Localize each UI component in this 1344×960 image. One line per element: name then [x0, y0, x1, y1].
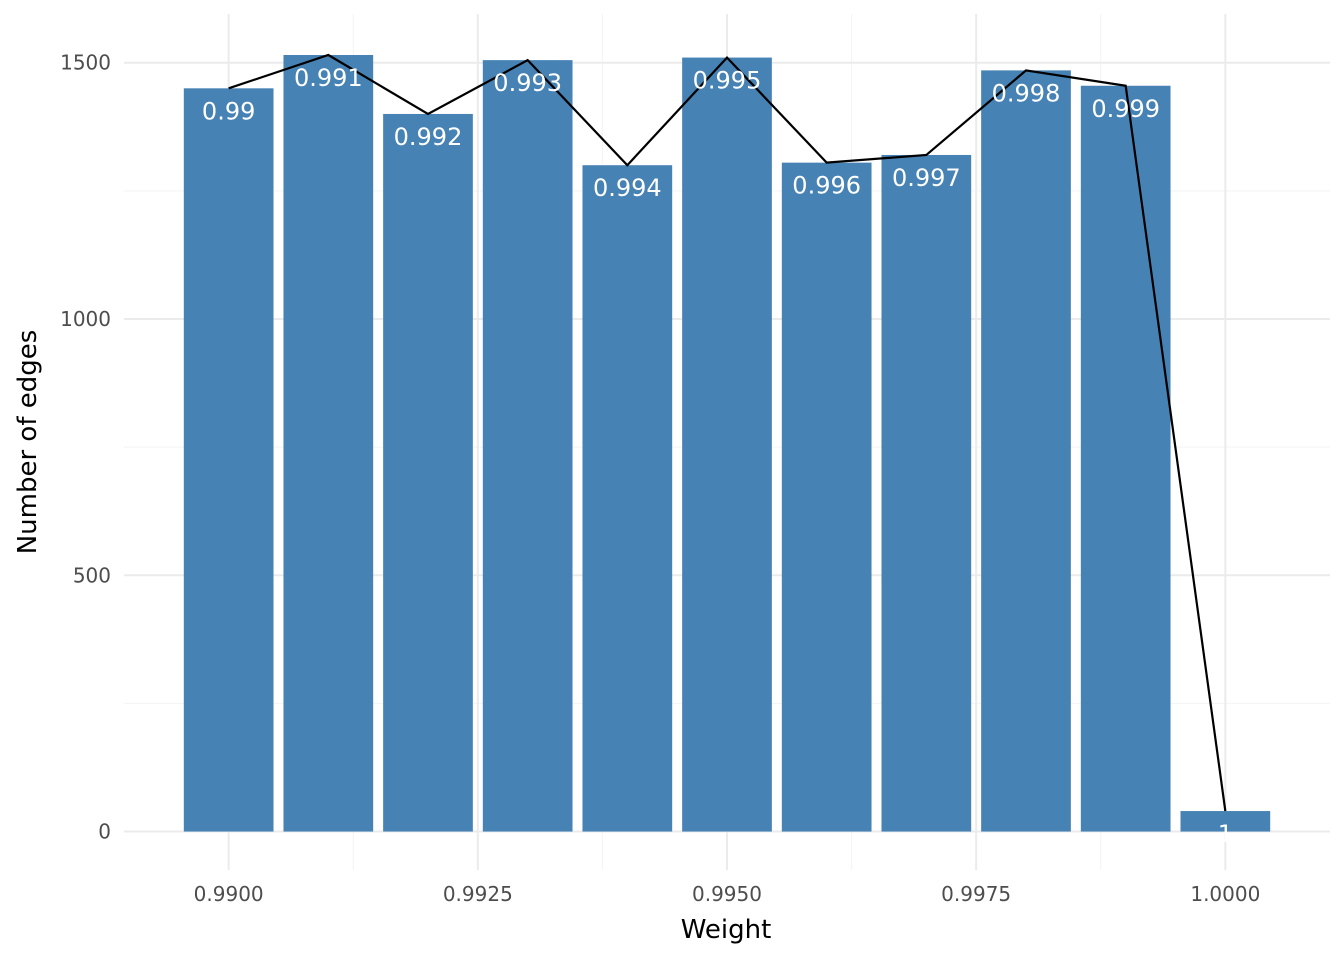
- frequency-line-layer: [228, 53, 1227, 812]
- bar-label: 0.991: [294, 64, 363, 92]
- bar-label: 0.998: [992, 79, 1061, 107]
- y-axis-ticks: 0 500 1000 1500: [60, 51, 111, 844]
- x-tick-label: 0.9900: [194, 882, 264, 906]
- bar: [781, 162, 872, 832]
- y-axis-title: Number of edges: [13, 330, 43, 555]
- bars: [183, 55, 1271, 832]
- bar-label: 0.997: [892, 164, 961, 192]
- y-tick-label: 1000: [60, 307, 111, 331]
- bar-labels: 0.99 0.991 0.992 0.993 0.994 0.995 0.996 0.997 0…: [202, 64, 1233, 848]
- x-axis-ticks: 0.9900 0.9925 0.9950 0.9975 1.0000: [194, 882, 1261, 906]
- bar-label: 0.994: [593, 174, 662, 202]
- bar-label: 0.992: [394, 123, 463, 151]
- y-tick-label: 1500: [60, 51, 111, 75]
- frequency-line: [228, 53, 1227, 812]
- x-tick-label: 0.9950: [692, 882, 762, 906]
- bar: [482, 60, 573, 832]
- bar-label: 0.999: [1091, 95, 1160, 123]
- x-axis-title: Weight: [681, 915, 772, 945]
- bar-label: 0.99: [202, 97, 255, 125]
- x-tick-label: 0.9975: [941, 882, 1011, 906]
- bar: [183, 88, 274, 832]
- bar: [283, 55, 374, 832]
- x-tick-label: 1.0000: [1190, 882, 1260, 906]
- bar-label: 0.995: [693, 67, 762, 95]
- x-tick-label: 0.9925: [443, 882, 513, 906]
- bar-label: 1: [1218, 820, 1233, 848]
- bar: [881, 154, 972, 832]
- bar-label: 0.996: [792, 172, 861, 200]
- bar: [981, 70, 1071, 832]
- bar: [383, 113, 473, 832]
- bar: [582, 165, 673, 832]
- y-tick-label: 0: [98, 820, 111, 844]
- bar: [1080, 85, 1171, 832]
- y-tick-label: 500: [73, 563, 111, 587]
- bar-label: 0.993: [493, 69, 562, 97]
- bar: [682, 57, 772, 832]
- bar: [1180, 811, 1271, 832]
